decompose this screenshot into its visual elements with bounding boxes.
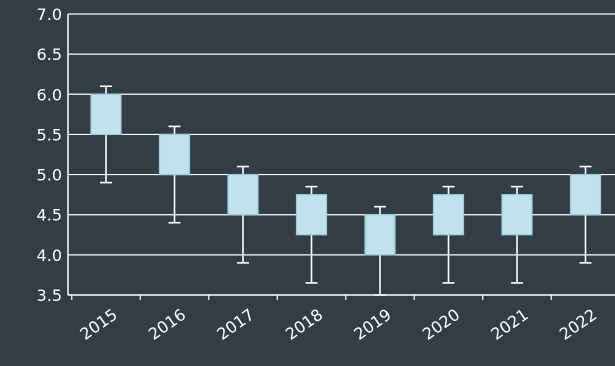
box-body <box>158 133 191 176</box>
box-body <box>569 173 602 216</box>
y-tick-label: 5.5 <box>37 125 62 144</box>
x-tick-label: 2018 <box>282 305 326 344</box>
box-body <box>227 173 259 216</box>
box-body <box>295 194 328 236</box>
box-2020 <box>432 185 465 284</box>
box-2015 <box>90 85 122 184</box>
y-tick-label: 4.0 <box>37 246 62 265</box>
y-tick-label: 4.5 <box>37 206 62 225</box>
y-tick-label: 6.0 <box>37 85 62 104</box>
box-2016 <box>158 125 191 224</box>
box-2018 <box>295 185 328 284</box>
box-2022 <box>569 165 602 264</box>
grid-lines <box>68 13 615 256</box>
box-body <box>432 194 465 236</box>
box-series <box>90 85 602 296</box>
y-tick-label: 7.0 <box>37 5 62 24</box>
box-body <box>501 194 533 236</box>
box-body <box>90 93 122 136</box>
box-2019 <box>364 205 396 296</box>
y-tick-label: 3.5 <box>37 286 62 305</box>
x-tick-label: 2022 <box>556 305 600 344</box>
x-tick-label: 2016 <box>145 305 189 344</box>
x-tick-label: 2015 <box>76 305 120 344</box>
x-tick-label: 2017 <box>213 305 257 344</box>
box-2021 <box>501 185 533 284</box>
box-2017 <box>227 165 259 264</box>
y-tick-label: 5.0 <box>37 166 62 185</box>
x-tick-label: 2020 <box>419 305 463 344</box>
box-body <box>364 214 396 256</box>
x-tick-label: 2019 <box>350 305 394 344</box>
x-tick-label: 2021 <box>487 305 531 344</box>
axes <box>67 14 615 300</box>
y-tick-label: 6.5 <box>37 45 62 64</box>
x-axis-tick-labels: 2015 2016 2017 2018 2019 2020 2021 2022 <box>76 305 600 344</box>
y-axis-tick-labels: 3.5 4.0 4.5 5.0 5.5 6.0 6.5 7.0 <box>37 5 62 305</box>
